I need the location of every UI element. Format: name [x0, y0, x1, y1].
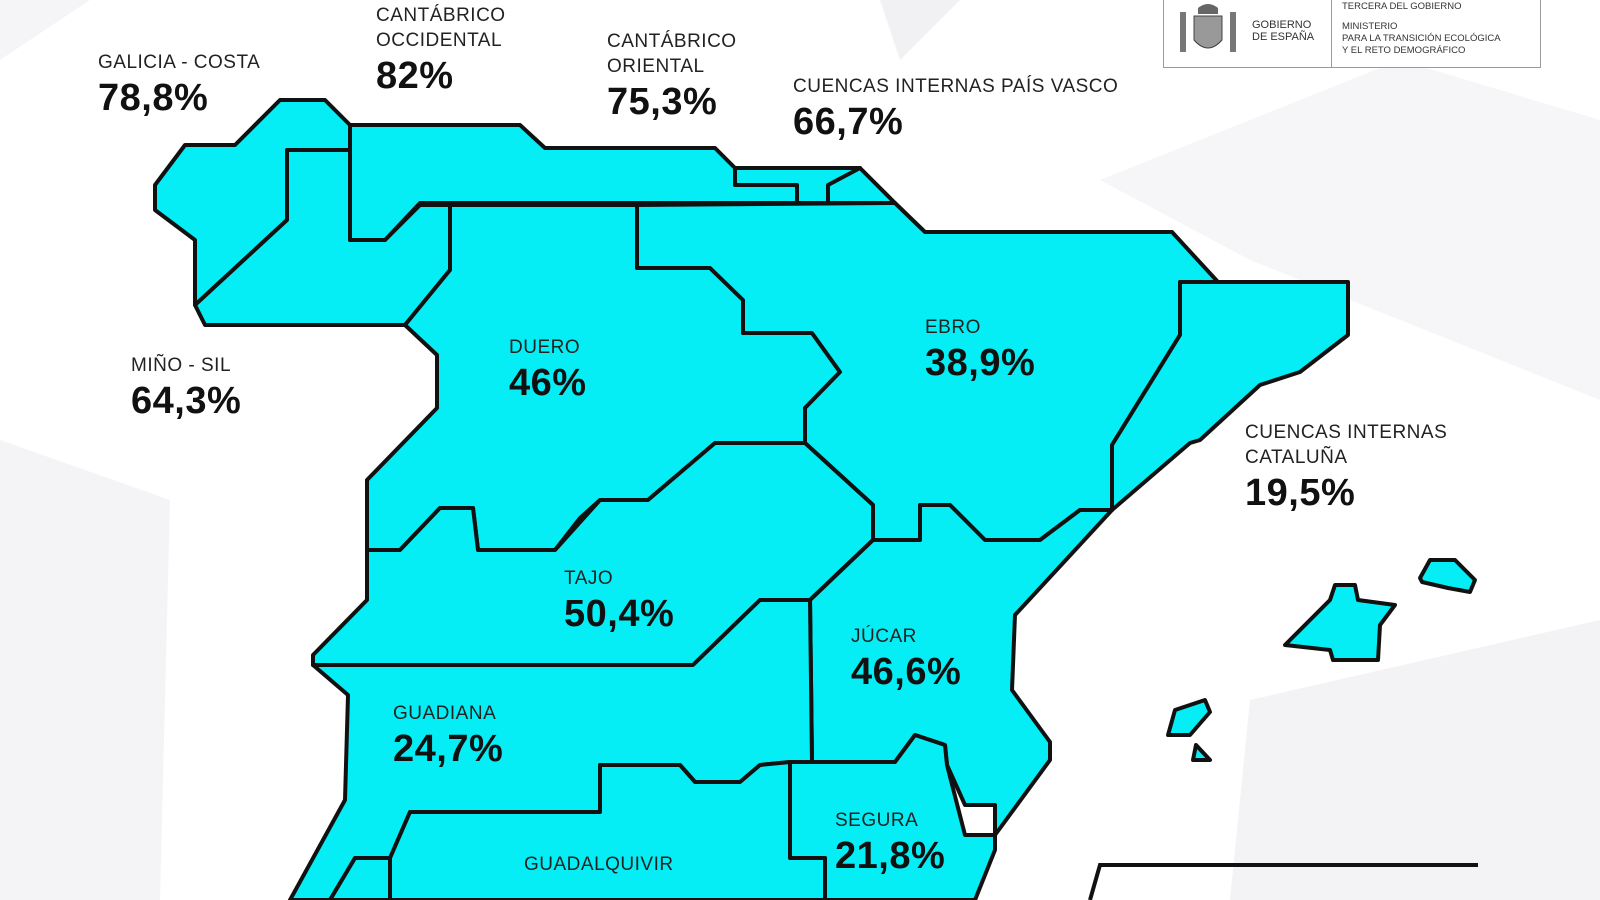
island-ibiza[interactable] [1166, 698, 1212, 737]
ministerio-line2: PARA LA TRANSICIÓN ECOLÓGICA [1342, 33, 1501, 44]
basin-value: 38,9% [925, 342, 1036, 384]
basin-value: 21,8% [835, 835, 946, 877]
basin-value: 46,6% [851, 651, 962, 693]
basin-name: DUERO [509, 337, 581, 358]
gobierno-text: GOBIERNO [1252, 19, 1312, 31]
basin-value: 19,5% [1245, 472, 1356, 514]
basin-name: CANTÁBRICO OCCIDENTAL [376, 5, 506, 51]
basin-name: GUADALQUIVIR [524, 854, 674, 875]
region-guadalquivir[interactable] [388, 760, 827, 900]
basin-name: SEGURA [835, 810, 919, 831]
basin-name: GALICIA - COSTA [98, 52, 261, 73]
label-ebro: EBRO 38,9% [925, 315, 1035, 382]
label-mino-sil: MIÑO - SIL 64,3% [131, 353, 241, 420]
basin-value: 50,4% [564, 593, 675, 635]
label-tajo: TAJO 50,4% [564, 566, 674, 633]
basin-name: EBRO [925, 317, 981, 338]
government-logo: GOBIERNO DE ESPAÑA TERCERA DEL GOBIERNO … [1163, 0, 1541, 68]
basin-name: TAJO [564, 568, 614, 589]
region-tinto-odiel[interactable] [328, 856, 392, 900]
basin-name: CANTÁBRICO ORIENTAL [607, 31, 737, 77]
island-menorca[interactable] [1418, 558, 1477, 594]
basin-value: 78,8% [98, 77, 209, 119]
label-guadalquivir: GUADALQUIVIR [524, 852, 674, 877]
label-jucar: JÚCAR 46,6% [851, 624, 961, 691]
ministerio-text: MINISTERIO [1342, 21, 1398, 32]
basin-name: CUENCAS INTERNAS CATALUÑA [1245, 422, 1448, 468]
label-cantabrico-oriental: CANTÁBRICO ORIENTAL 75,3% [607, 29, 747, 121]
label-duero: DUERO 46% [509, 335, 587, 402]
basin-value: 46% [509, 362, 587, 404]
island-mallorca[interactable] [1283, 583, 1397, 662]
espana-text: DE ESPAÑA [1252, 31, 1315, 43]
basin-name: GUADIANA [393, 703, 497, 724]
label-pais-vasco: CUENCAS INTERNAS PAÍS VASCO 66,7% [793, 74, 1118, 141]
basin-value: 64,3% [131, 380, 242, 422]
label-galicia-costa: GALICIA - COSTA 78,8% [98, 50, 260, 117]
label-guadiana: GUADIANA 24,7% [393, 701, 503, 768]
basin-name: CUENCAS INTERNAS PAÍS VASCO [793, 76, 1119, 97]
label-cantabrico-occidental: CANTÁBRICO OCCIDENTAL 82% [376, 3, 526, 95]
vicepresidencia-text: TERCERA DEL GOBIERNO [1342, 1, 1462, 12]
label-segura: SEGURA 21,8% [835, 808, 945, 875]
basin-value: 66,7% [793, 101, 904, 143]
coat-of-arms-icon [1180, 4, 1236, 52]
ministerio-line3: Y EL RETO DEMOGRÁFICO [1342, 45, 1466, 56]
basin-name: JÚCAR [851, 626, 917, 647]
basin-name: MIÑO - SIL [131, 355, 232, 376]
region-cataluna[interactable] [1110, 280, 1350, 512]
island-formentera[interactable] [1191, 743, 1212, 762]
canarias-inset-border [1088, 863, 1478, 900]
basin-value: 75,3% [607, 81, 718, 123]
basin-value: 24,7% [393, 728, 504, 770]
label-cataluna: CUENCAS INTERNAS CATALUÑA 19,5% [1245, 420, 1455, 512]
basin-value: 82% [376, 55, 454, 97]
